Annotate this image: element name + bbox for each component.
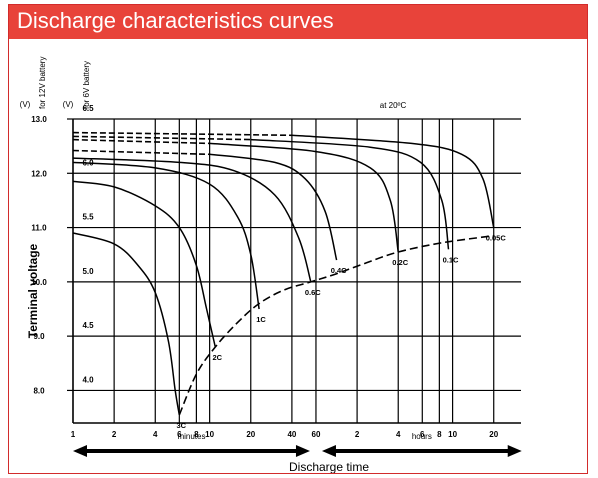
series-label: 0.05C: [486, 234, 507, 243]
series-lead-0.2C: [72, 138, 210, 145]
series-line-0.2C: [209, 142, 399, 253]
x-tick-label: 2: [355, 430, 360, 439]
x-tick-label: 2: [112, 430, 117, 439]
y-tick-label-6v: 5.5: [82, 213, 94, 222]
x-tick-label: 60: [312, 430, 321, 439]
series-label: 0.6C: [305, 288, 321, 297]
discharge-chart: 1 2 4 6 8 10 20 40 60 2 4 6 8 10 20 8.0 4.0 9.0 4.5 10.0 5.0…: [20, 57, 522, 473]
series-line-1C: [72, 161, 260, 310]
y-label-6v: for 6V battery: [82, 61, 91, 109]
x-axis-title: Discharge time: [289, 460, 369, 473]
y-tick-label-6v: 4.0: [82, 375, 94, 384]
y-tick-label-12v: 12.0: [31, 169, 47, 178]
y-unit-6v: (V): [63, 100, 74, 109]
group-arrow-head-right: [507, 445, 522, 457]
y-tick-label-6v: 6.5: [82, 104, 94, 113]
x-tick-label: 8: [194, 430, 199, 439]
series-label: 0.1C: [443, 255, 459, 264]
series-label: 0.2C: [392, 258, 408, 267]
axes: [67, 118, 522, 457]
y-tick-label-12v: 9.0: [33, 332, 45, 341]
y-axis-title: Terminal voltage: [26, 243, 40, 338]
x-tick-label: 20: [246, 430, 255, 439]
series-label: 3C: [177, 421, 187, 430]
series-line-0.05C: [291, 134, 495, 228]
y-label-12v: for 12V battery: [38, 57, 47, 109]
x-tick-label: 1: [71, 430, 76, 439]
series-line-3C: [72, 232, 181, 416]
y-tick-label-12v: 13.0: [31, 115, 47, 124]
page-title: Discharge characteristics curves: [17, 8, 334, 33]
x-tick-label: 10: [448, 430, 457, 439]
x-tick-label: 10: [205, 430, 214, 439]
x-group-label: minutes: [177, 432, 205, 441]
y-tick-label-12v: 8.0: [33, 386, 45, 395]
curves: [72, 131, 495, 416]
series-label: 1C: [256, 315, 266, 324]
x-tick-label: 20: [489, 430, 498, 439]
cutoff-curve: [178, 234, 494, 416]
x-group-label: hours: [412, 432, 432, 441]
labels: 1 2 4 6 8 10 20 40 60 2 4 6 8 10 20 8.0 4.0 9.0 4.5 10.0 5.0…: [20, 57, 507, 473]
group-arrow-head-right: [295, 445, 310, 457]
y-tick-label-12v: 10.0: [31, 278, 47, 287]
series-label: 2C: [212, 353, 222, 362]
x-tick-label: 6: [420, 430, 425, 439]
x-tick-label: 8: [437, 430, 442, 439]
x-tick-label: 4: [396, 430, 401, 439]
series-lead-0.1C: [72, 135, 251, 141]
series-line-2C: [72, 180, 217, 348]
grid: [72, 118, 521, 423]
title-banner: Discharge characteristics curves: [9, 5, 587, 39]
y-tick-label-12v: 11.0: [31, 224, 47, 233]
x-tick-label: 40: [287, 430, 296, 439]
temperature-annotation: at 20ºC: [380, 101, 407, 110]
series-line-0.6C: [72, 157, 312, 283]
group-arrow-head-left: [73, 445, 87, 457]
series-line-0.1C: [250, 138, 450, 250]
series-lead-0.4C: [72, 149, 210, 156]
y-tick-label-6v: 6.0: [82, 158, 94, 167]
series-lead-0.05C: [72, 131, 292, 137]
series-line-0.4C: [209, 153, 338, 261]
y-unit-12v: (V): [20, 100, 31, 109]
chart-frame: Discharge characteristics curves 1 2 4 6 8 10…: [8, 4, 588, 474]
x-tick-label: 4: [153, 430, 158, 439]
group-arrow-head-left: [321, 445, 336, 457]
series-label: 0.4C: [331, 266, 347, 275]
x-tick-label: 6: [177, 430, 182, 439]
y-tick-label-6v: 4.5: [82, 321, 94, 330]
y-tick-label-6v: 5.0: [82, 267, 94, 276]
